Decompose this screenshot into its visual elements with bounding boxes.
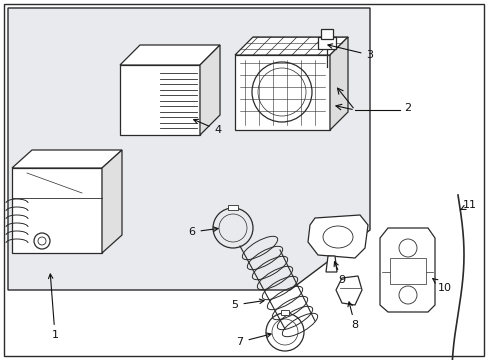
Polygon shape: [102, 150, 122, 253]
Polygon shape: [120, 45, 220, 65]
Text: 7: 7: [236, 333, 270, 347]
Text: 2: 2: [403, 103, 410, 113]
Polygon shape: [325, 256, 336, 272]
Text: 11: 11: [459, 200, 476, 210]
Bar: [12, 168, 102, 253]
Bar: [389, 258, 425, 284]
Polygon shape: [8, 8, 369, 290]
Text: 3: 3: [327, 44, 373, 60]
Text: 6: 6: [188, 227, 218, 237]
Bar: [120, 65, 200, 135]
Polygon shape: [12, 150, 122, 168]
Bar: [227, 205, 238, 210]
Text: 8: 8: [347, 302, 358, 330]
Bar: [320, 29, 332, 39]
Text: 10: 10: [432, 279, 451, 293]
Text: 9: 9: [333, 262, 345, 285]
Bar: [281, 310, 288, 315]
Polygon shape: [200, 45, 220, 135]
Bar: [235, 55, 329, 130]
Bar: [317, 37, 335, 49]
Polygon shape: [235, 37, 347, 55]
Polygon shape: [329, 37, 347, 130]
Polygon shape: [335, 276, 361, 305]
Polygon shape: [379, 228, 434, 312]
Polygon shape: [307, 215, 367, 258]
Text: 5: 5: [231, 299, 264, 310]
Text: 1: 1: [48, 274, 59, 340]
Text: 4: 4: [193, 119, 221, 135]
